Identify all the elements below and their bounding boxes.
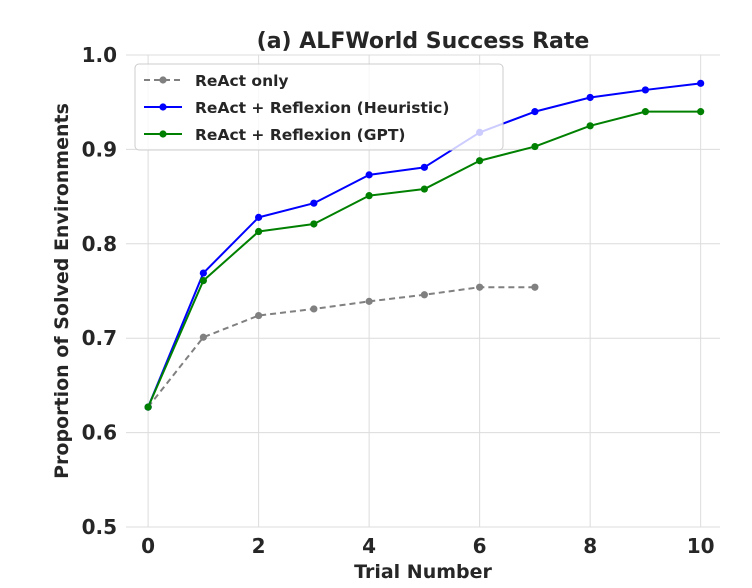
data-point [697, 108, 705, 116]
data-point [199, 269, 207, 277]
data-point [310, 305, 318, 313]
y-tick-label: 0.8 [82, 232, 117, 256]
y-axis-label: Proportion of Solved Environments [51, 103, 73, 479]
data-point [144, 403, 152, 411]
data-point [531, 142, 539, 151]
series-line [147, 286, 535, 408]
data-point [255, 227, 263, 236]
data-point [420, 185, 428, 193]
data-point [586, 93, 594, 102]
data-point [641, 86, 650, 94]
data-point [476, 157, 484, 165]
y-tick-label: 0.5 [82, 515, 117, 539]
legend-marker [159, 103, 167, 111]
x-tick-label: 8 [583, 534, 597, 558]
data-point [420, 291, 428, 299]
legend-entry: ReAct + Reflexion (Heuristic) [144, 99, 449, 117]
y-tick-label: 1.0 [82, 43, 117, 67]
series-3 [144, 108, 705, 411]
x-tick-label: 10 [687, 534, 715, 558]
legend-box [134, 63, 504, 151]
data-point [310, 220, 318, 228]
tick-labels: 0.5 0.6 0.7 0.8 0.9 1.0 0 2 4 6 8 10 [82, 43, 715, 558]
x-tick-label: 6 [473, 534, 487, 558]
y-tick-label: 0.7 [82, 326, 117, 350]
y-tick-label: 0.9 [82, 137, 117, 161]
data-point [586, 122, 594, 130]
legend-entry: ReAct only [144, 72, 289, 90]
x-tick-label: 4 [362, 534, 376, 558]
legend: ReAct only ReAct + Reflexion (Heuristic) R… [134, 63, 504, 151]
data-point [697, 79, 705, 87]
x-tick-label: 2 [252, 534, 266, 558]
x-axis-label: Trial Number [354, 561, 492, 583]
data-point [476, 283, 484, 291]
data-point [365, 171, 373, 179]
y-tick-label: 0.6 [82, 421, 117, 445]
data-point [310, 199, 318, 207]
data-point [420, 163, 428, 171]
data-point [199, 277, 207, 285]
legend-marker [159, 76, 167, 84]
legend-entry: ReAct + Reflexion (GPT) [144, 126, 405, 144]
data-point [365, 192, 373, 200]
data-point [641, 108, 650, 116]
x-tick-label: 0 [141, 534, 155, 558]
data-point [531, 283, 539, 291]
series-layer [144, 79, 705, 411]
legend-marker [159, 130, 167, 138]
legend-label: ReAct + Reflexion (Heuristic) [195, 99, 449, 117]
data-point [531, 108, 539, 116]
data-point [365, 297, 373, 305]
data-point [255, 311, 263, 320]
data-point [199, 333, 207, 341]
chart-title: (a) ALFWorld Success Rate [257, 29, 590, 54]
legend-label: ReAct + Reflexion (GPT) [195, 126, 405, 144]
legend-label: ReAct only [195, 72, 289, 90]
data-point [255, 213, 263, 221]
